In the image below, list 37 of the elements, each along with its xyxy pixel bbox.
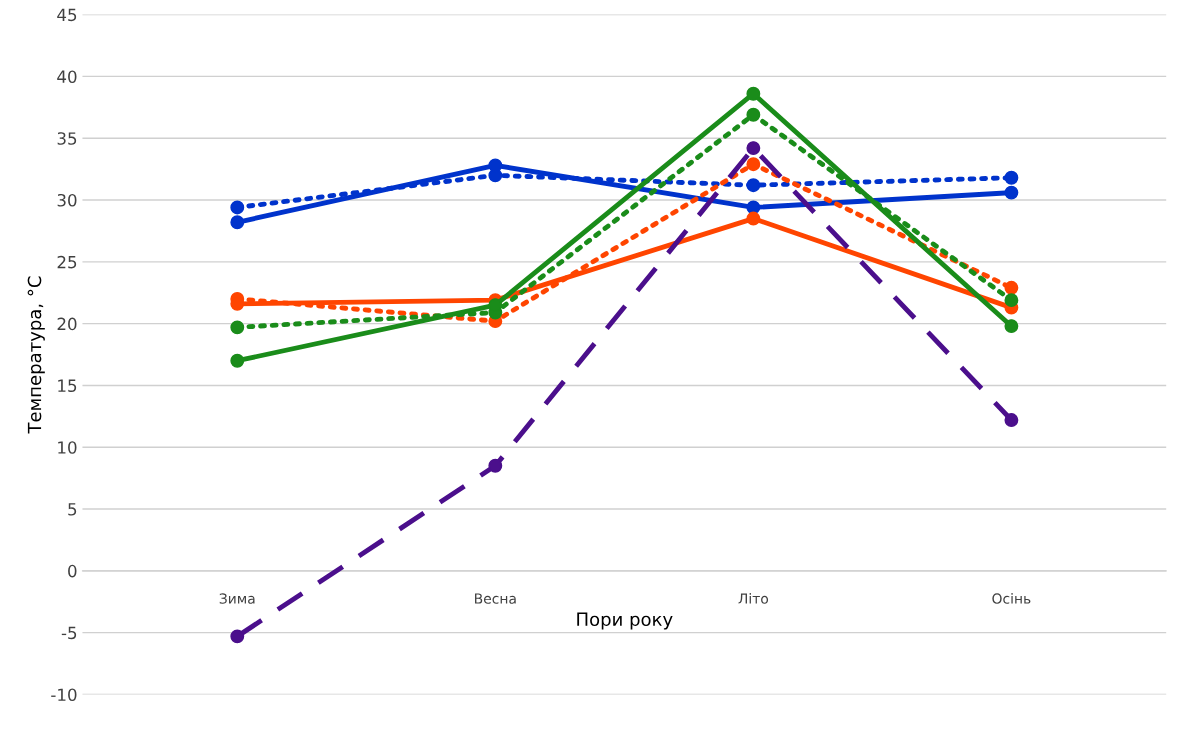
x-tick-label: Літо [738,593,769,604]
y-tick-label: 40 [57,70,77,83]
point [746,211,761,226]
point [1004,185,1019,200]
x-tick-label: Осінь [992,593,1031,604]
y-tick-label: 35 [57,132,77,145]
y-tick-label: 15 [58,379,77,393]
y-tick-label: 30 [57,193,77,207]
x-tick-label: Зима [219,593,255,604]
point [230,215,245,230]
point [488,458,503,473]
y-tick-label: -10 [51,688,77,702]
x-tick-label: Весна [475,593,516,604]
point [1004,280,1019,295]
point [1004,293,1019,308]
x-axis-title: Пори року [577,612,673,630]
y-axis-title: Температура, °C [27,276,45,434]
point [230,353,245,368]
point [230,200,245,215]
y-tick-label: 45 [57,8,77,22]
y-tick-label: 25 [57,255,77,269]
point [746,86,761,101]
y-tick-label: 10 [58,441,77,454]
point [746,141,761,156]
point [746,107,761,122]
y-tick-label: -5 [61,626,77,640]
point [230,320,245,335]
point [1004,413,1019,427]
y-tick-label: 0 [68,564,77,578]
y-tick-label: 5 [68,503,77,516]
point [1004,170,1019,185]
point [746,178,761,193]
point [1004,319,1019,334]
point [488,158,503,173]
point [746,157,761,172]
y-tick-label: 20 [57,317,77,331]
point [230,629,245,644]
